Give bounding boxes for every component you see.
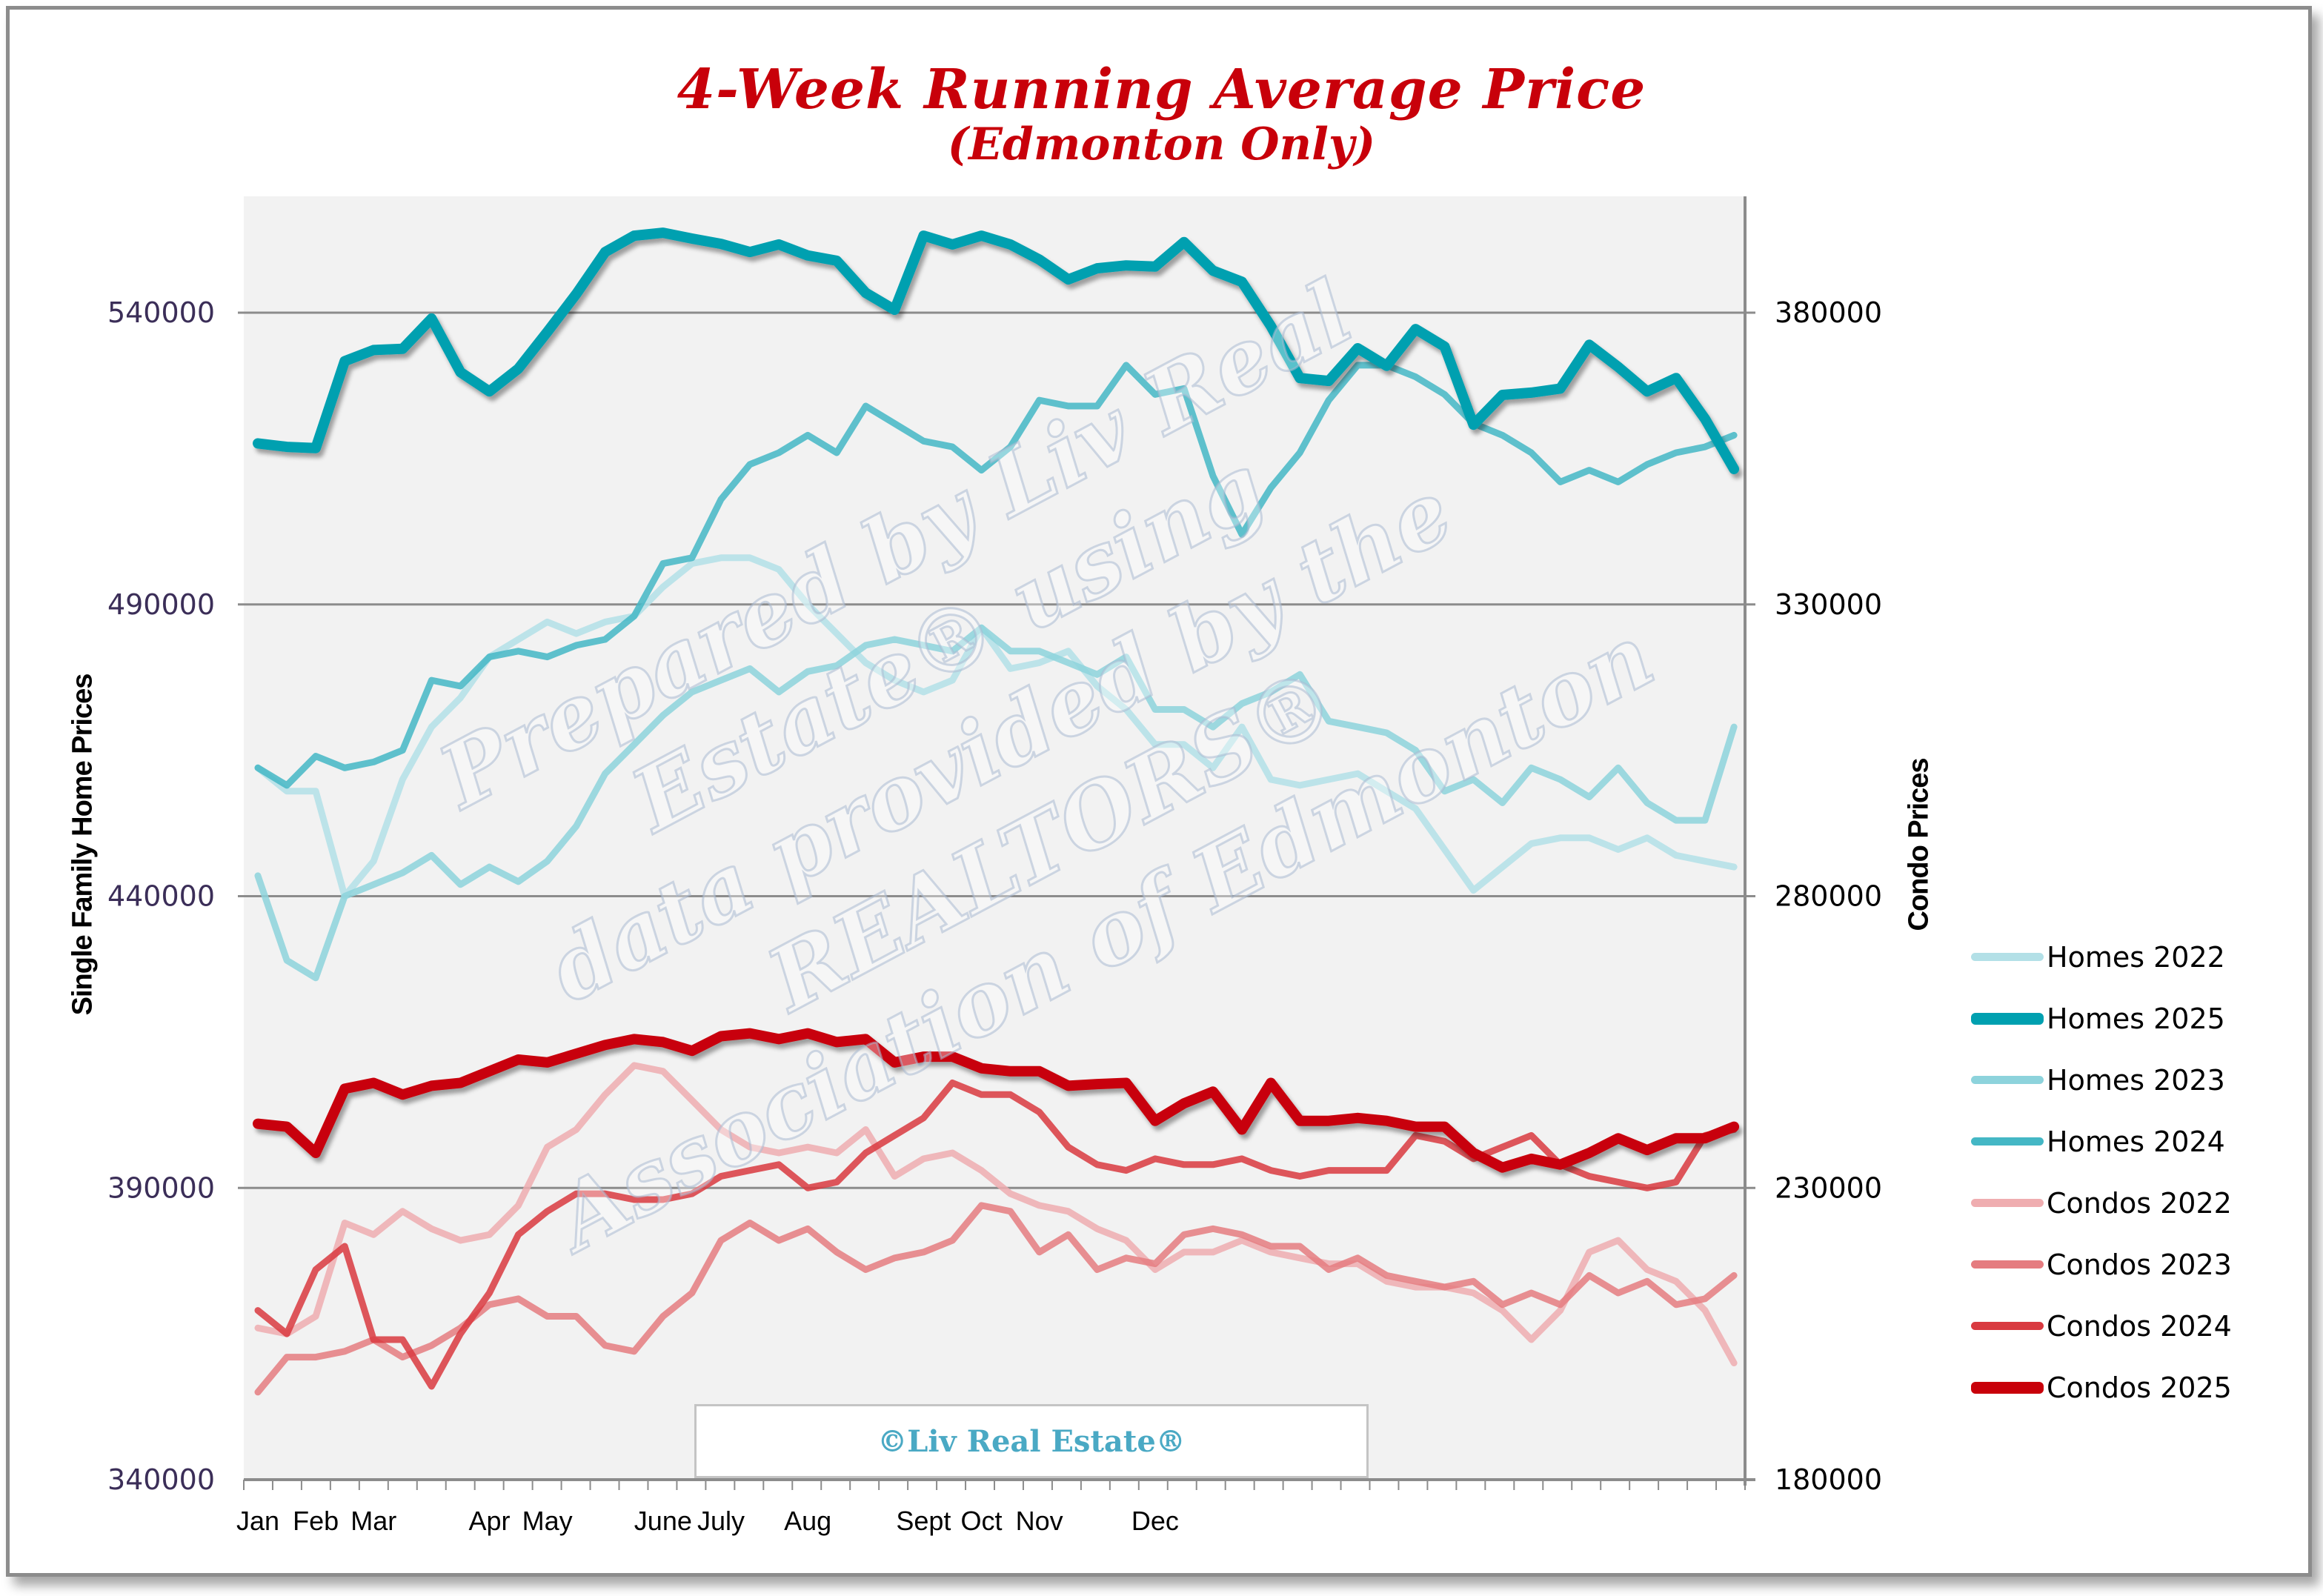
x-tick-label: Dec bbox=[1131, 1506, 1179, 1536]
legend-item: Homes 2022 bbox=[1971, 926, 2232, 988]
y-axis-left-label: Single Family Home Prices bbox=[67, 674, 99, 1016]
y-tick-label-right: 330000 bbox=[1775, 588, 1882, 621]
y-tick-label-left: 540000 bbox=[107, 296, 215, 329]
legend-label: Condos 2023 bbox=[2047, 1248, 2232, 1281]
x-tick-label: Nov bbox=[1016, 1506, 1063, 1536]
legend-item: Condos 2025 bbox=[1971, 1357, 2232, 1418]
y-tick-label-right: 380000 bbox=[1775, 296, 1882, 329]
legend-item: Homes 2024 bbox=[1971, 1111, 2232, 1172]
x-tick-label: Sept bbox=[896, 1506, 951, 1536]
legend-swatch bbox=[1971, 1199, 2044, 1207]
x-tick-label: Feb bbox=[293, 1506, 339, 1536]
legend-label: Homes 2022 bbox=[2047, 940, 2225, 974]
legend-swatch bbox=[1971, 1137, 2044, 1146]
x-tick-label: Oct bbox=[960, 1506, 1002, 1536]
legend-label: Homes 2025 bbox=[2047, 1002, 2225, 1035]
legend-swatch bbox=[1971, 1260, 2044, 1269]
legend-label: Homes 2024 bbox=[2047, 1125, 2225, 1158]
legend: Homes 2022 Homes 2025 Homes 2023 Homes 2… bbox=[1971, 926, 2232, 1418]
chart-title: 4-Week Running Average Price bbox=[677, 58, 1646, 122]
series-line-homes-2023 bbox=[254, 624, 1738, 982]
legend-label: Homes 2023 bbox=[2047, 1063, 2225, 1097]
series-line-homes-2022 bbox=[254, 554, 1738, 900]
chart-subtitle: (Edmonton Only) bbox=[947, 119, 1376, 170]
x-tick-label: Aug bbox=[784, 1506, 831, 1536]
series-line-homes-2025 bbox=[253, 227, 1740, 474]
y-tick-label-left: 440000 bbox=[107, 880, 215, 913]
series-line-condos-2025 bbox=[253, 1028, 1740, 1173]
y-tick-label-right: 180000 bbox=[1775, 1463, 1882, 1496]
x-tick-label: Jan bbox=[236, 1506, 279, 1536]
credit-box: ©Liv Real Estate® bbox=[694, 1404, 1369, 1478]
legend-swatch bbox=[1971, 1076, 2044, 1084]
legend-item: Condos 2023 bbox=[1971, 1234, 2232, 1295]
x-tick-label: Mar bbox=[350, 1506, 396, 1536]
y-tick-label-left: 390000 bbox=[107, 1171, 215, 1204]
x-tick-label: July bbox=[697, 1506, 745, 1536]
legend-swatch bbox=[1971, 1322, 2044, 1330]
legend-swatch bbox=[1971, 1012, 2044, 1025]
series-line-condos-2022 bbox=[254, 1062, 1738, 1366]
legend-label: Condos 2022 bbox=[2047, 1186, 2232, 1220]
legend-swatch bbox=[1971, 953, 2044, 961]
y-axis-right-label: Condo Prices bbox=[1903, 758, 1935, 931]
x-tick-label: May bbox=[522, 1506, 573, 1536]
series-line-homes-2024 bbox=[254, 362, 1738, 789]
y-tick-label-left: 340000 bbox=[107, 1463, 215, 1496]
legend-swatch bbox=[1971, 1381, 2044, 1394]
y-tick-label-right: 280000 bbox=[1775, 880, 1882, 913]
series-line-condos-2024 bbox=[254, 1080, 1738, 1390]
legend-item: Condos 2024 bbox=[1971, 1295, 2232, 1357]
y-tick-label-right: 230000 bbox=[1775, 1171, 1882, 1204]
legend-label: Condos 2025 bbox=[2047, 1371, 2232, 1404]
x-tick-label: Apr bbox=[468, 1506, 510, 1536]
series-line-condos-2023 bbox=[254, 1202, 1738, 1396]
legend-item: Homes 2023 bbox=[1971, 1049, 2232, 1111]
credit-text: ©Liv Real Estate® bbox=[877, 1423, 1186, 1459]
x-tick-label: June bbox=[634, 1506, 692, 1536]
legend-label: Condos 2024 bbox=[2047, 1309, 2232, 1343]
plot-area bbox=[244, 196, 1745, 1480]
legend-item: Condos 2022 bbox=[1971, 1172, 2232, 1234]
legend-item: Homes 2025 bbox=[1971, 988, 2232, 1049]
y-tick-label-left: 490000 bbox=[107, 588, 215, 621]
